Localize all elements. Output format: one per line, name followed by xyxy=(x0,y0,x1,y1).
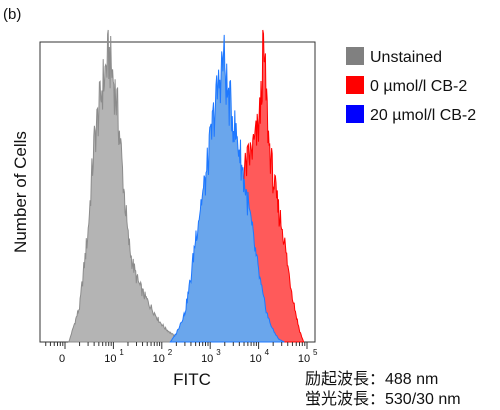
x-tick-exponent: 4 xyxy=(265,348,270,357)
x-tick-exponent: 1 xyxy=(119,348,124,357)
x-axis-title: FITC xyxy=(173,370,211,389)
series-area-unstained xyxy=(68,29,184,343)
x-tick-exponent: 3 xyxy=(216,348,221,357)
x-tick-exponent: 2 xyxy=(168,348,173,357)
legend: Unstained 0 µmol/l CB-2 20 µmol/l CB-2 xyxy=(346,47,476,124)
histogram-areas xyxy=(68,29,305,343)
legend-swatch xyxy=(346,76,364,94)
x-tick-label: 10 xyxy=(201,353,213,365)
x-tick-label: 10 xyxy=(104,353,116,365)
legend-label: Unstained xyxy=(370,49,442,66)
emission-wavelength-note: 蛍光波長：530/30 nm xyxy=(305,390,461,408)
legend-swatch xyxy=(346,47,364,65)
x-tick-label: 10 xyxy=(249,353,261,365)
x-tick-label: 0 xyxy=(59,353,65,365)
legend-swatch xyxy=(346,105,364,123)
y-axis-title: Number of Cells xyxy=(11,131,30,253)
excitation-wavelength-note: 励起波長：488 nm xyxy=(305,370,438,388)
x-tick-label: 10 xyxy=(298,353,310,365)
x-tick-exponent: 5 xyxy=(313,348,318,357)
legend-label: 20 µmol/l CB-2 xyxy=(370,107,476,124)
x-tick-label: 10 xyxy=(153,353,165,365)
series-area-20-mol-l-cb-2 xyxy=(169,34,285,343)
panel-label: (b) xyxy=(3,6,21,23)
legend-label: 0 µmol/l CB-2 xyxy=(370,78,467,95)
